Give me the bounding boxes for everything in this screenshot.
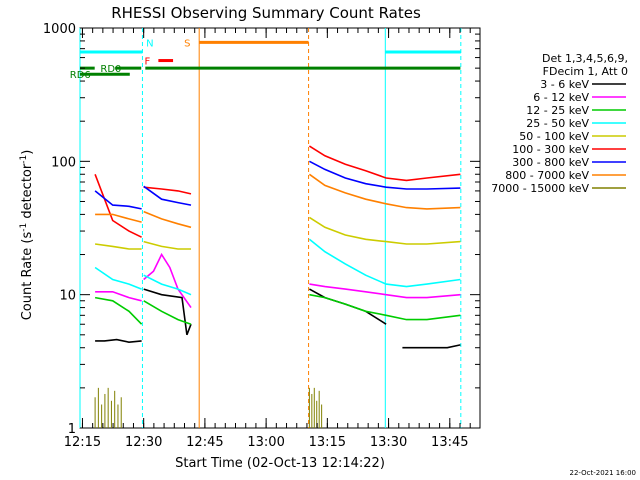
- series-line: [143, 240, 191, 250]
- x-tick-label: 13:15: [309, 435, 346, 450]
- series-line: [309, 288, 387, 325]
- series-line: [143, 210, 192, 229]
- y-axis-label: Count Rate (s-1 detector-1): [19, 150, 35, 321]
- y-tick-label: 10: [59, 289, 76, 304]
- flag-label: F: [144, 57, 150, 68]
- legend-label: 50 - 100 keV: [519, 130, 589, 143]
- legend-label: 25 - 50 keV: [526, 117, 589, 130]
- series-line: [94, 296, 143, 325]
- plot-area: N S F RD0 RD6 1 10 100 1000 12:15 12:30 12:45 13:0…: [43, 22, 481, 450]
- series-line: [94, 190, 142, 210]
- timestamp: 22-Oct-2021 16:00: [570, 469, 636, 477]
- series-line: [309, 160, 461, 190]
- flag-label: RD0: [100, 64, 121, 75]
- flag-label: N: [146, 38, 153, 49]
- legend-label: 100 - 300 keV: [512, 143, 589, 156]
- legend: Det 1,3,4,5,6,9,FDecim 1, Att 03 - 6 keV…: [491, 52, 628, 195]
- legend-label: 12 - 25 keV: [526, 104, 589, 117]
- x-tick-label: 13:30: [370, 435, 407, 450]
- x-tick-label: 12:15: [64, 435, 101, 450]
- legend-header: Det 1,3,4,5,6,9,: [542, 52, 628, 65]
- series-line: [309, 293, 461, 321]
- flag-label: S: [184, 38, 190, 49]
- series-line: [143, 288, 192, 336]
- series-line: [95, 338, 142, 344]
- plot-frame: [79, 27, 481, 429]
- legend-header: FDecim 1, Att 0: [543, 65, 628, 78]
- series-line: [308, 173, 461, 210]
- series-line: [143, 274, 192, 296]
- series-line: [94, 243, 142, 250]
- x-tick-label: 12:30: [125, 435, 162, 450]
- series-line: [143, 186, 192, 195]
- x-tick-label: 12:45: [186, 435, 223, 450]
- legend-label: 3 - 6 keV: [540, 78, 589, 91]
- legend-label: 6 - 12 keV: [533, 91, 589, 104]
- series-line: [402, 344, 461, 349]
- y-tick-label: 100: [51, 155, 76, 170]
- x-axis-label: Start Time (02-Oct-13 12:14:22): [175, 456, 385, 471]
- series-line: [94, 266, 142, 290]
- x-tick-label: 13:45: [431, 435, 468, 450]
- legend-label: 7000 - 15000 keV: [491, 182, 589, 195]
- x-tick-label: 13:00: [247, 435, 284, 450]
- series-line: [308, 145, 461, 182]
- series-line: [143, 252, 192, 309]
- series-line: [143, 185, 192, 206]
- series-line: [308, 238, 461, 288]
- series-line: [309, 283, 461, 299]
- y-tick-label: 1: [68, 422, 76, 437]
- y-tick-label: 1000: [43, 22, 76, 37]
- chart-title: RHESSI Observing Summary Count Rates: [111, 4, 421, 22]
- flag-label: RD6: [70, 70, 91, 81]
- series-line: [308, 216, 461, 245]
- series-line: [95, 213, 142, 223]
- series-line: [95, 290, 142, 302]
- series-line: [143, 300, 192, 325]
- legend-label: 800 - 7000 keV: [505, 169, 589, 182]
- legend-label: 300 - 800 keV: [512, 156, 589, 169]
